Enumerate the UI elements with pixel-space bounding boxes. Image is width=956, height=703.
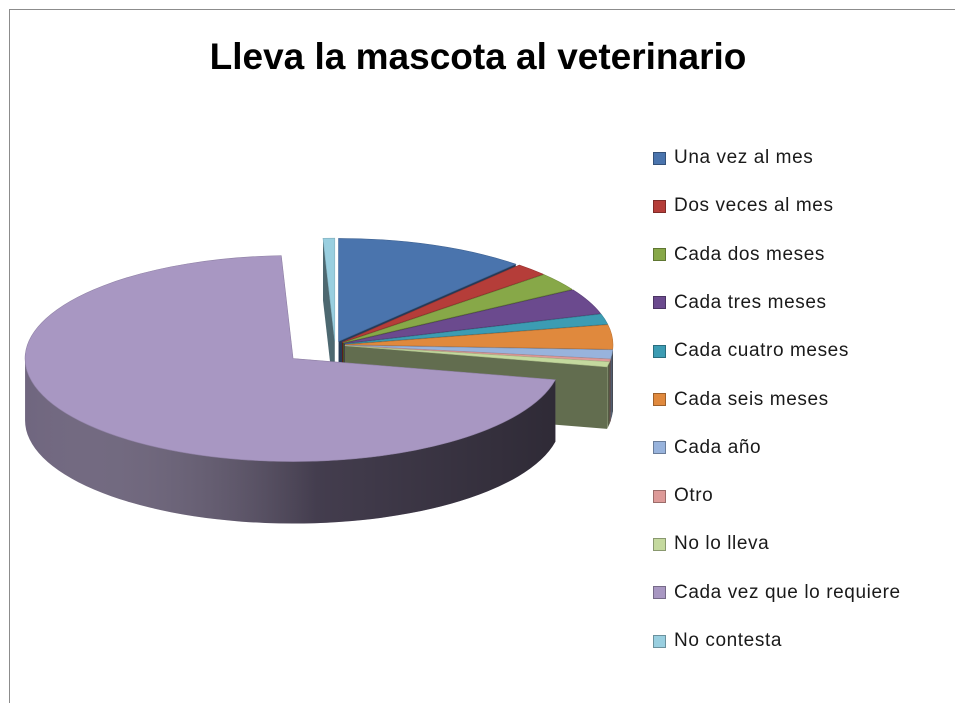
legend-label: Una vez al mes: [674, 147, 814, 168]
legend-swatch: [653, 248, 666, 262]
legend-label: Cada tres meses: [674, 291, 827, 313]
legend-label: Cada cuatro meses: [674, 340, 849, 362]
pie-slice-side-shading: [609, 359, 611, 424]
legend-swatch: [653, 151, 666, 165]
legend-item-otro: Otro: [653, 484, 713, 508]
legend-item-una-vez-al-mes: Una vez al mes: [653, 146, 813, 170]
legend-item-no-lo-lleva: No lo lleva: [653, 532, 769, 556]
pie-slice-side-shading: [607, 361, 610, 429]
legend-item-no-contesta: No contesta: [653, 629, 782, 653]
legend-swatch: [653, 441, 666, 455]
legend-swatch: [653, 586, 666, 600]
pie-slice-cada-vez-que-lo-requiere: [24, 255, 556, 462]
pie-slice-cada-seis-meses: [344, 324, 614, 350]
legend-swatch: [653, 344, 666, 358]
legend-label: No lo lleva: [674, 533, 770, 555]
legend-label: Dos veces al mes: [674, 195, 834, 217]
pie-slice-cada-dos-meses: [342, 274, 573, 344]
pie-slice-cada-cuatro-meses: [344, 313, 609, 345]
legend-item-cada-vez-que-lo-requiere: Cada vez que lo requiere: [653, 581, 901, 605]
legend-item-cada-ano: Cada año: [653, 436, 761, 460]
pie-slice-no-lo-lleva: [344, 345, 610, 368]
pie-slice-una-vez-al-mes: [338, 238, 517, 342]
legend-label: No contesta: [674, 630, 782, 651]
legend-swatch: [653, 537, 666, 551]
legend-swatch: [653, 393, 666, 406]
legend-label: Otro: [674, 485, 714, 507]
legend-item-cada-dos-meses: Cada dos meses: [653, 243, 825, 267]
legend-item-dos-veces-al-mes: Dos veces al mes: [653, 194, 834, 218]
chart-title: Lleva la mascota al veterinario: [209, 36, 747, 77]
legend-item-cada-tres-meses: Cada tres meses: [653, 291, 827, 315]
legend-label: Cada vez que lo requiere: [674, 581, 901, 603]
pie-slice-no-contesta: [322, 237, 336, 342]
legend-item-cada-cuatro-meses: Cada cuatro meses: [653, 339, 849, 363]
pie-slice-side-shading: [610, 349, 613, 421]
legend-swatch: [653, 634, 666, 648]
pie-slice-cada-tres-meses: [344, 289, 602, 344]
legend-swatch: [653, 489, 666, 503]
legend-swatch: [653, 199, 666, 213]
legend-label: Cada año: [674, 436, 762, 458]
pie-slice-side-shading: [25, 358, 556, 524]
legend-label: Cada seis meses: [674, 388, 829, 410]
legend-label: Cada dos meses: [674, 243, 825, 265]
legend-swatch: [653, 296, 666, 310]
pie-slice-dos-veces-al-mes: [341, 264, 544, 343]
legend-item-cada-seis-meses: Cada seis meses: [653, 388, 829, 412]
